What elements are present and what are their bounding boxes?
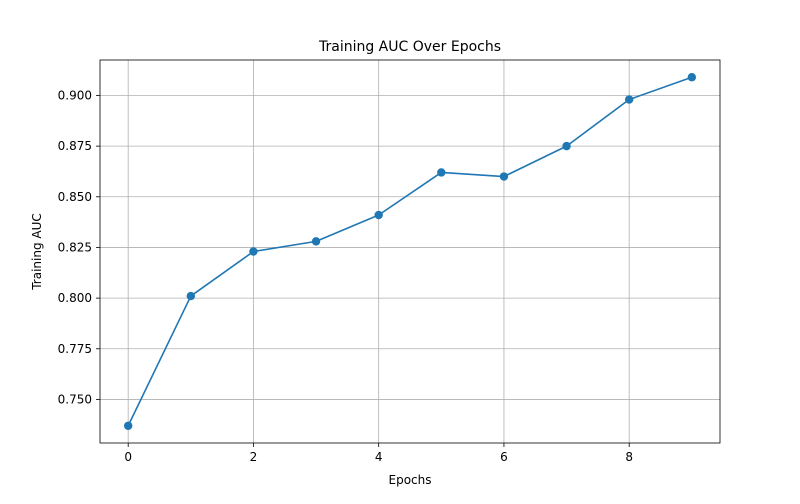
data-point-marker <box>374 210 383 220</box>
plot-area-frame <box>99 59 721 444</box>
y-tick-label: 0.875 <box>58 139 92 153</box>
x-tick-label: 2 <box>250 450 258 464</box>
y-tick-label: 0.900 <box>58 88 92 102</box>
data-point-marker <box>311 237 321 246</box>
x-tick-label: 6 <box>500 450 508 464</box>
x-tick-label: 0 <box>124 450 132 464</box>
data-point-marker <box>687 73 697 82</box>
x-axis-label: Epochs <box>389 473 432 487</box>
data-point-marker <box>562 141 571 151</box>
y-tick-label: 0.825 <box>58 240 92 254</box>
x-tick-label: 4 <box>375 450 383 464</box>
data-point-marker <box>249 247 258 256</box>
grid-lines <box>100 60 720 443</box>
series-layer <box>123 73 697 430</box>
series-line <box>127 76 693 427</box>
y-tick-label: 0.850 <box>58 190 92 204</box>
x-tick-label: 8 <box>625 450 633 464</box>
y-axis-label: Training AUC <box>30 213 44 291</box>
data-point-marker <box>624 95 634 104</box>
y-tick-label: 0.750 <box>58 392 92 406</box>
data-point-marker <box>123 421 133 430</box>
data-point-marker <box>437 168 446 177</box>
data-point-marker <box>186 291 196 301</box>
y-tick-label: 0.775 <box>58 342 92 356</box>
axis-ticks: 0 2 4 6 8 0.750 0.775 0.800 0.825 0.850 0.875 0.900 <box>58 88 633 464</box>
chart-title: Training AUC Over Epochs <box>318 39 501 55</box>
y-tick-label: 0.800 <box>58 291 92 305</box>
data-point-marker <box>499 172 509 181</box>
